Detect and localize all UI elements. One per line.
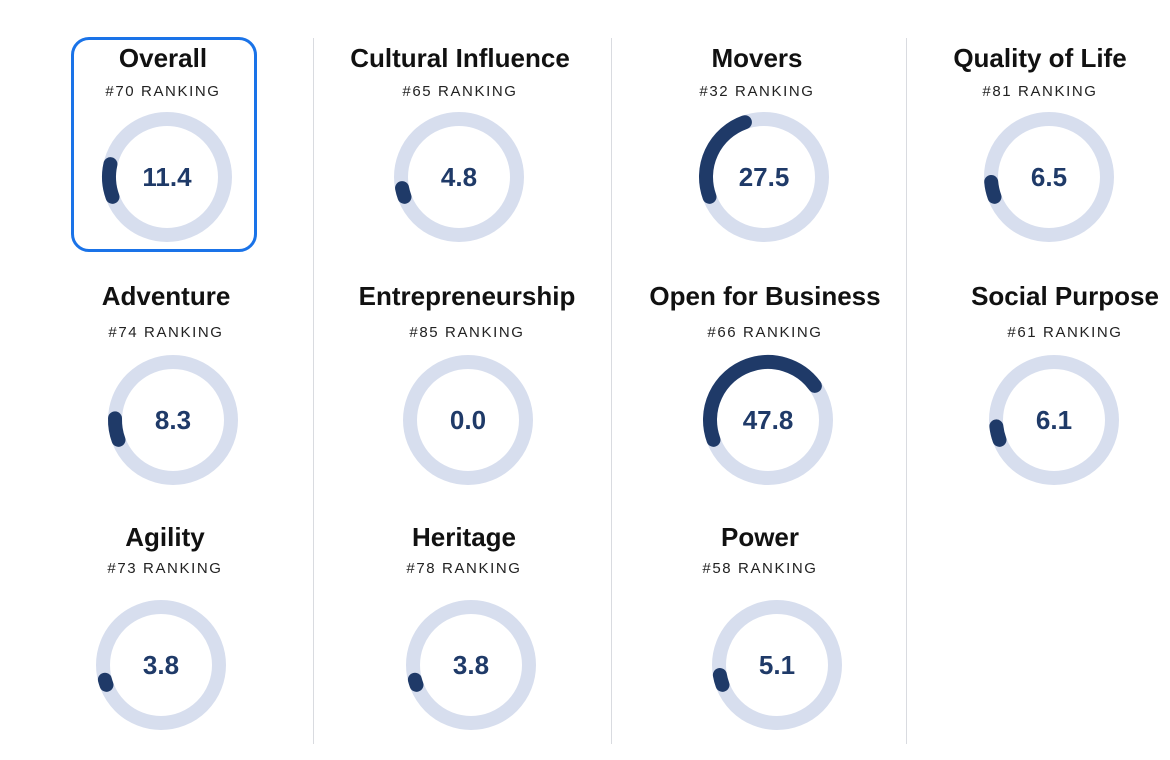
- gauge-ring: [703, 355, 833, 485]
- score-value: 27.5: [738, 162, 790, 192]
- gauge-ring: [403, 355, 533, 485]
- score-gauge: 5.1: [711, 599, 843, 731]
- card-title: Cultural Influence: [350, 43, 570, 73]
- score-card-power[interactable]: Power #58 RANKING 5.1: [635, 522, 885, 760]
- score-card-movers[interactable]: Movers #32 RANKING 27.5: [632, 43, 882, 283]
- card-ranking: #70 RANKING: [105, 83, 221, 100]
- score-card-heritage[interactable]: Heritage #78 RANKING 3.8: [339, 522, 589, 760]
- score-card-agility[interactable]: Agility #73 RANKING 3.8: [40, 522, 290, 760]
- gauge-ring: [394, 112, 524, 242]
- gauge-fill: [703, 355, 833, 485]
- gauge-track: [403, 355, 533, 485]
- card-ranking: #78 RANKING: [406, 560, 522, 577]
- card-title: Agility: [125, 522, 205, 552]
- score-value: 6.5: [1030, 162, 1068, 192]
- score-value: 8.3: [154, 405, 192, 435]
- card-ranking: #66 RANKING: [707, 324, 823, 341]
- score-gauge: 6.5: [983, 111, 1115, 243]
- score-value: 47.8: [742, 405, 794, 435]
- gauge-ring: [96, 600, 226, 730]
- selected-card-highlight: [71, 37, 257, 252]
- gauge-track: [96, 600, 226, 730]
- card-title: Open for Business: [649, 281, 881, 311]
- card-title: Movers: [711, 43, 803, 73]
- card-ranking: #61 RANKING: [1007, 324, 1123, 341]
- card-title: Entrepreneurship: [358, 281, 576, 311]
- score-value: 5.1: [758, 650, 796, 680]
- score-card-overall[interactable]: Overall #70 RANKING 11.4: [38, 43, 288, 283]
- card-title: Adventure: [101, 281, 231, 311]
- score-gauge: 47.8: [702, 354, 834, 486]
- gauge-track: [406, 600, 536, 730]
- card-ranking: #32 RANKING: [699, 83, 815, 100]
- card-ranking: #85 RANKING: [409, 324, 525, 341]
- card-ranking: #73 RANKING: [107, 560, 223, 577]
- score-gauge: 11.4: [101, 111, 233, 243]
- score-gauge: 3.8: [95, 599, 227, 731]
- score-card-cultural-influence[interactable]: Cultural Influence #65 RANKING 4.8: [335, 43, 585, 283]
- score-card-adventure[interactable]: Adventure #74 RANKING 8.3: [41, 281, 291, 521]
- card-title: Overall: [118, 43, 208, 73]
- score-gauge: 27.5: [698, 111, 830, 243]
- gauge-fill: [102, 112, 232, 242]
- card-title: Power: [720, 522, 800, 552]
- card-ranking: #81 RANKING: [982, 83, 1098, 100]
- card-title: Social Purpose: [971, 281, 1159, 311]
- score-card-entrepreneurship[interactable]: Entrepreneurship #85 RANKING 0.0: [342, 281, 592, 521]
- score-gauge: 3.8: [405, 599, 537, 731]
- gauge-ring: [712, 600, 842, 730]
- gauge-ring: [406, 600, 536, 730]
- gauge-track: [394, 112, 524, 242]
- card-title: Heritage: [411, 522, 517, 552]
- gauge-track: [712, 600, 842, 730]
- column-divider: [611, 38, 612, 744]
- gauge-ring: [699, 112, 829, 242]
- score-value: 3.8: [452, 650, 490, 680]
- gauge-fill: [108, 355, 238, 485]
- gauge-fill: [984, 112, 1114, 242]
- gauge-ring: [984, 112, 1114, 242]
- card-title: Quality of Life: [953, 43, 1127, 73]
- column-divider: [313, 38, 314, 744]
- gauge-ring: [989, 355, 1119, 485]
- card-ranking: #58 RANKING: [702, 560, 818, 577]
- column-divider: [906, 38, 907, 744]
- score-gauge: 6.1: [988, 354, 1120, 486]
- gauge-fill: [394, 112, 524, 242]
- score-card-quality-of-life[interactable]: Quality of Life #81 RANKING 6.5: [915, 43, 1165, 283]
- gauge-fill: [989, 355, 1119, 485]
- score-card-open-for-business[interactable]: Open for Business #66 RANKING 47.8: [640, 281, 890, 521]
- score-gauge: 4.8: [393, 111, 525, 243]
- gauge-fill: [96, 600, 226, 730]
- score-value: 4.8: [440, 162, 478, 192]
- score-value: 0.0: [449, 405, 487, 435]
- score-value: 3.8: [142, 650, 180, 680]
- score-gauge: 0.0: [402, 354, 534, 486]
- score-card-social-purpose[interactable]: Social Purpose #61 RANKING 6.1: [940, 281, 1170, 521]
- score-value: 6.1: [1035, 405, 1073, 435]
- score-value: 11.4: [142, 162, 192, 192]
- gauge-ring: [102, 112, 232, 242]
- gauge-fill: [699, 112, 829, 242]
- gauge-fill: [712, 600, 842, 730]
- card-ranking: #65 RANKING: [402, 83, 518, 100]
- score-gauge: 8.3: [107, 354, 239, 486]
- gauge-fill: [406, 600, 536, 730]
- gauge-ring: [108, 355, 238, 485]
- card-ranking: #74 RANKING: [108, 324, 224, 341]
